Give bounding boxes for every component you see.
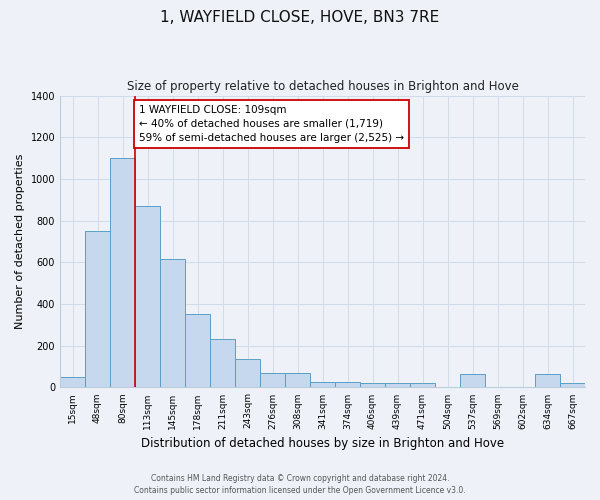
Bar [285,373,310,388]
Bar [210,340,235,388]
Bar [60,377,85,388]
Bar [185,314,210,388]
Bar [535,374,560,388]
X-axis label: Distribution of detached houses by size in Brighton and Hove: Distribution of detached houses by size … [141,437,504,450]
Text: 1 WAYFIELD CLOSE: 109sqm
← 40% of detached houses are smaller (1,719)
59% of sem: 1 WAYFIELD CLOSE: 109sqm ← 40% of detach… [139,105,404,143]
Bar [360,384,385,388]
Bar [460,374,485,388]
Bar [160,259,185,388]
Bar [335,382,360,388]
Text: Contains HM Land Registry data © Crown copyright and database right 2024.
Contai: Contains HM Land Registry data © Crown c… [134,474,466,495]
Bar [560,384,585,388]
Bar [385,384,410,388]
Bar [410,384,435,388]
Bar [135,206,160,388]
Bar [235,360,260,388]
Text: 1, WAYFIELD CLOSE, HOVE, BN3 7RE: 1, WAYFIELD CLOSE, HOVE, BN3 7RE [160,10,440,25]
Title: Size of property relative to detached houses in Brighton and Hove: Size of property relative to detached ho… [127,80,518,93]
Y-axis label: Number of detached properties: Number of detached properties [15,154,25,329]
Bar [260,373,285,388]
Bar [85,231,110,388]
Bar [310,382,335,388]
Bar [110,158,135,388]
